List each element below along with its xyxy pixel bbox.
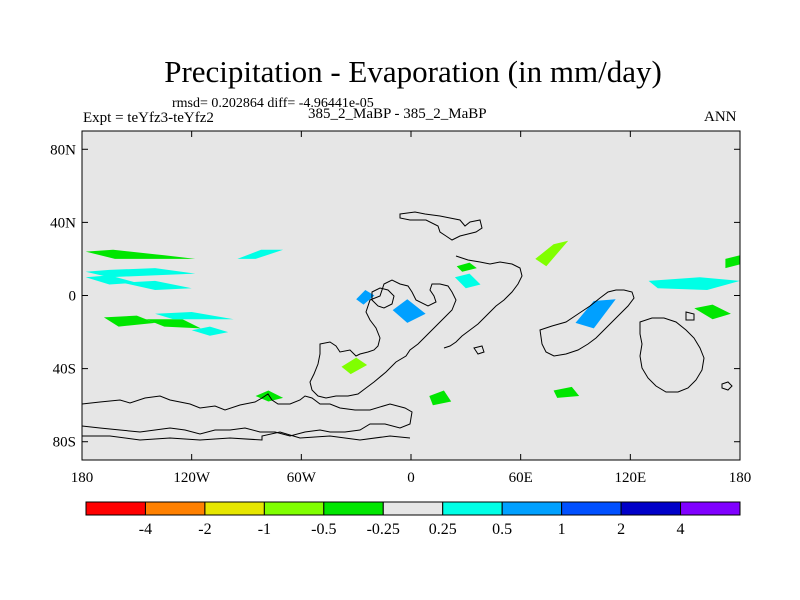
x-tick-label: 180 <box>729 470 752 486</box>
field-patch-18 <box>694 304 731 320</box>
x-tick-label: 120W <box>173 470 211 486</box>
colorbar-label: 2 <box>617 521 625 538</box>
colorbar-label: -0.25 <box>367 521 400 538</box>
rmsd-diff-stats: rmsd= 0.202864 diff= -4.96441e-05 <box>172 96 374 111</box>
x-tick-label: 60W <box>287 470 317 486</box>
colorbar-label: 1 <box>558 521 566 538</box>
colorbar-swatch-0 <box>85 501 146 516</box>
season-label: ANN <box>704 109 737 125</box>
field-patch-13 <box>456 262 477 272</box>
field-patch-3 <box>122 280 192 290</box>
field-patch-21 <box>429 390 452 406</box>
y-tick-label: 40N <box>50 215 76 231</box>
y-tick-label: 0 <box>69 289 77 305</box>
colorbar-swatch-7 <box>501 501 563 516</box>
axis-ticks <box>81 131 741 460</box>
field-patch-0 <box>85 249 196 259</box>
case-label: 385_2_MaBP - 385_2_MaBP <box>308 106 487 122</box>
field-patch-8 <box>237 249 284 259</box>
field-patch-5 <box>146 319 201 329</box>
field-patch-17 <box>648 277 740 290</box>
coastlines <box>81 211 733 441</box>
colorbar-swatch-8 <box>561 501 622 516</box>
colorbar-label: -2 <box>198 521 211 538</box>
colorbar-swatch-9 <box>620 501 682 516</box>
colorbar-label: -1 <box>258 521 271 538</box>
colorbar-swatch-6 <box>442 501 503 516</box>
axis-labels: 180 120W 60W 0 60E 120E 180 80N 40N 0 40S 80S <box>50 142 751 486</box>
colorbar-swatch-10 <box>680 501 741 516</box>
coastline-antarctica-2 <box>82 431 411 441</box>
field-layer <box>85 240 740 406</box>
colorbar-label: -0.5 <box>311 521 336 538</box>
field-patch-1 <box>85 268 196 278</box>
map-background <box>82 131 740 460</box>
y-tick-label: 40S <box>53 362 76 378</box>
field-patch-14 <box>454 273 481 289</box>
coastline-eurasia <box>443 255 523 349</box>
coastline-island <box>473 345 485 355</box>
colorbar-swatch-3 <box>263 501 325 516</box>
field-patch-12 <box>392 299 426 323</box>
coastline-africa <box>371 287 395 309</box>
field-patch-20 <box>553 386 580 398</box>
coastline-new-zealand <box>721 381 733 391</box>
coastline-antarctica <box>81 393 413 437</box>
field-patch-15 <box>535 240 569 267</box>
colorbar: -4 -2 -1 -0.5 -0.25 0.25 0.5 1 2 4 <box>85 501 741 538</box>
colorbar-label: 0.25 <box>429 521 457 538</box>
field-patch-11 <box>356 290 375 305</box>
colorbar-swatch-5 <box>382 501 444 516</box>
coastline-australia <box>639 317 705 393</box>
coastline-asia <box>539 289 635 357</box>
coastline-island-2 <box>685 311 695 321</box>
x-tick-label: 180 <box>71 470 94 486</box>
colorbar-swatch-2 <box>204 501 265 516</box>
field-patch-16 <box>575 299 616 329</box>
coastline-north-america <box>399 211 483 241</box>
x-tick-label: 60E <box>509 470 533 486</box>
colorbar-swatch-4 <box>323 501 384 516</box>
experiment-label: Expt = teYfz3-teYfz2 <box>83 110 214 126</box>
colorbar-label: 0.5 <box>492 521 512 538</box>
field-patch-2 <box>85 275 137 285</box>
field-patch-19 <box>725 255 740 269</box>
x-tick-label: 120E <box>614 470 646 486</box>
colorbar-swatch-1 <box>144 501 206 516</box>
field-patch-6 <box>155 312 234 320</box>
x-tick-label: 0 <box>407 470 415 486</box>
plot-title: Precipitation - Evaporation (in mm/day) <box>164 54 662 89</box>
field-patch-4 <box>103 315 156 327</box>
field-patch-7 <box>191 326 229 336</box>
colorbar-label: 4 <box>677 521 685 538</box>
y-tick-label: 80S <box>53 435 76 451</box>
y-tick-label: 80N <box>50 142 76 158</box>
coastline-south-america <box>309 279 457 399</box>
colorbar-label: -4 <box>139 521 152 538</box>
field-patch-10 <box>341 357 368 375</box>
